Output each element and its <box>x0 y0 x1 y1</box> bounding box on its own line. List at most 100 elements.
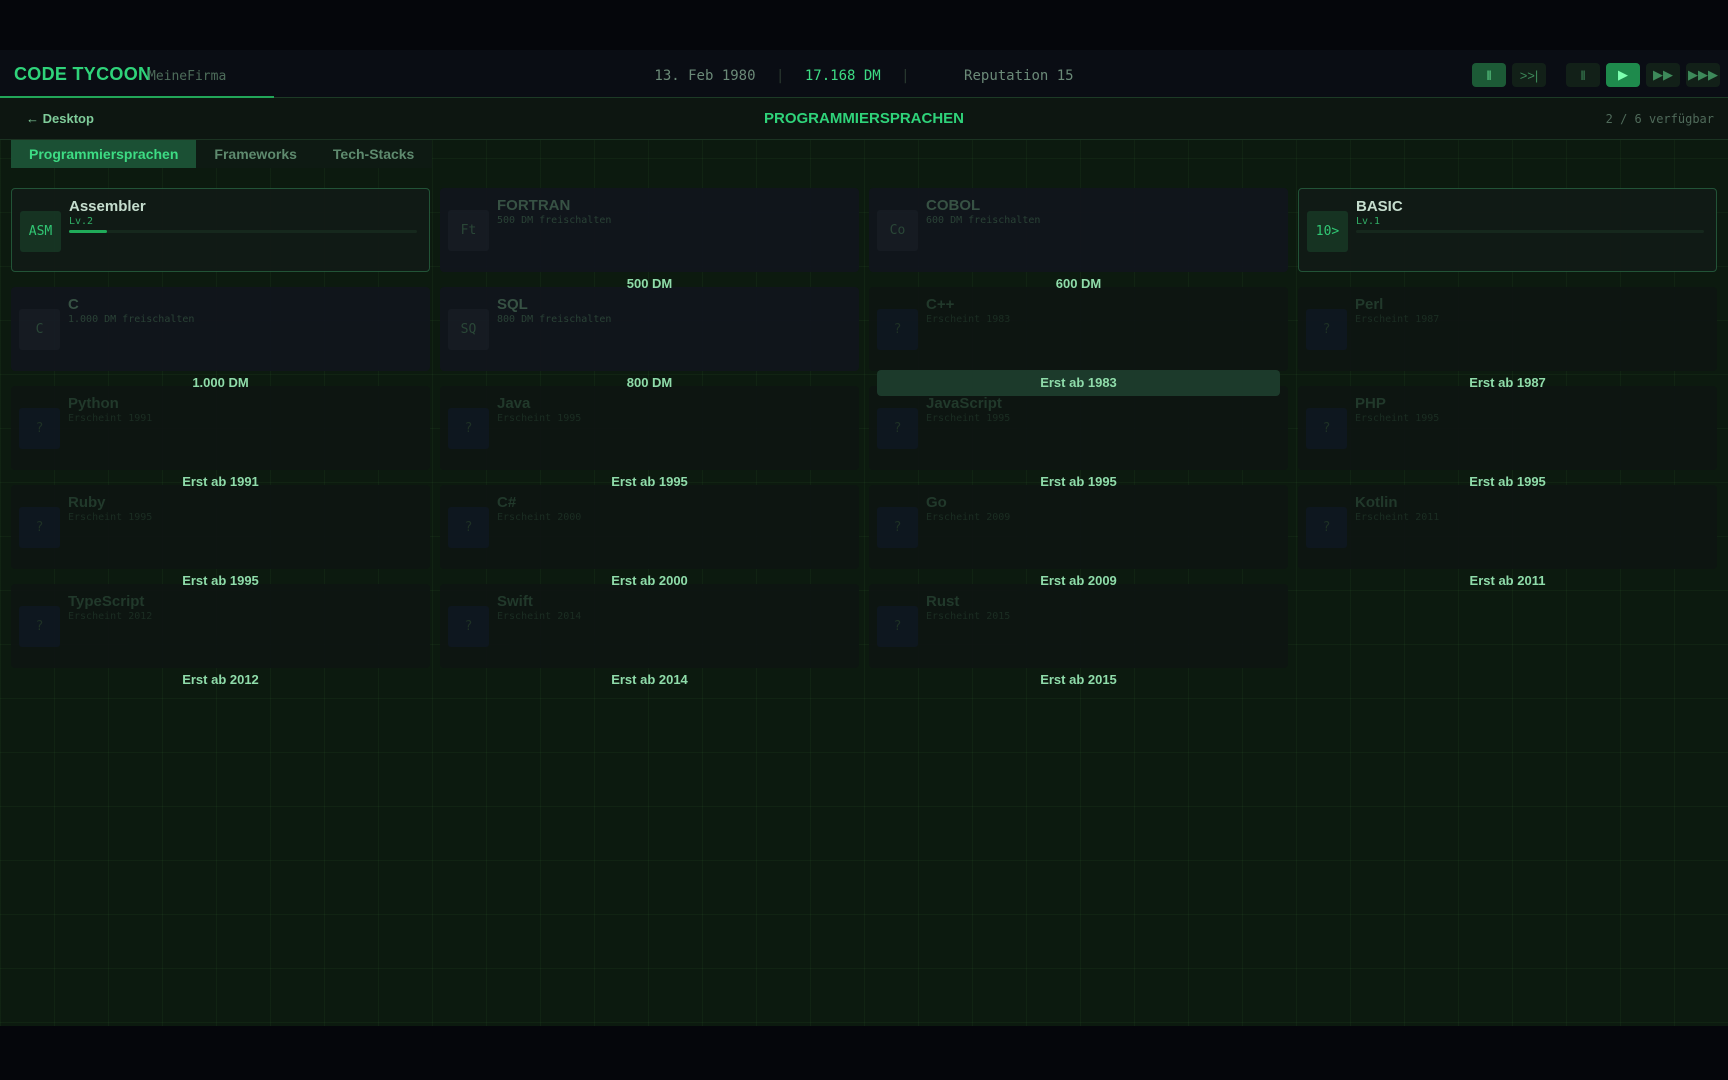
language-card-cell: ? Go Erscheint 2009 Erst ab 2009 <box>869 485 1288 588</box>
unlock-price-button[interactable]: 800 DM <box>626 375 673 390</box>
tab-tech-stacks[interactable]: Tech-Stacks <box>332 146 415 162</box>
availability-label: Erst ab 2014 <box>611 672 688 687</box>
language-status: Erscheint 1995 <box>926 413 1011 424</box>
language-card-cell: ? Swift Erscheint 2014 Erst ab 2014 <box>440 584 859 687</box>
language-card[interactable]: ? TypeScript Erscheint 2012 <box>11 584 430 668</box>
pause-button[interactable]: ‖ <box>1566 63 1600 87</box>
language-status: Erscheint 1995 <box>497 413 582 424</box>
language-card[interactable]: Ft FORTRAN 500 DM freischalten <box>440 188 859 272</box>
availability-label: Erst ab 1991 <box>182 474 259 489</box>
language-card[interactable]: ASM Assembler Lv.2 <box>11 188 430 272</box>
unlock-price-button[interactable]: 500 DM <box>626 276 673 291</box>
language-name: Rust <box>926 593 960 610</box>
game-logo: CODE TYCOON <box>14 64 152 84</box>
language-card[interactable]: ? Rust Erscheint 2015 <box>869 584 1288 668</box>
tab-programmiersprachen[interactable]: Programmiersprachen <box>11 140 197 168</box>
language-icon: ? <box>19 606 60 647</box>
language-status: Erscheint 2015 <box>926 611 1011 622</box>
language-name: C++ <box>926 296 955 313</box>
language-card[interactable]: ? Swift Erscheint 2014 <box>440 584 859 668</box>
language-status: Erscheint 1987 <box>1355 314 1440 325</box>
language-status: Lv.2 <box>69 216 94 227</box>
language-icon: 10> <box>1307 211 1348 252</box>
language-status: Erscheint 2012 <box>68 611 153 622</box>
language-card-cell: ? Kotlin Erscheint 2011 Erst ab 2011 <box>1298 485 1717 588</box>
language-card[interactable]: ? Perl Erscheint 1987 <box>1298 287 1717 371</box>
language-name: COBOL <box>926 197 981 214</box>
language-card-cell: ? Python Erscheint 1991 Erst ab 1991 <box>11 386 430 489</box>
unlock-price-button[interactable]: 1.000 DM <box>192 375 249 390</box>
language-card[interactable]: ? Go Erscheint 2009 <box>869 485 1288 569</box>
language-status: Erscheint 1991 <box>68 413 153 424</box>
separator: | <box>901 68 910 84</box>
language-card[interactable]: ? Java Erscheint 1995 <box>440 386 859 470</box>
language-icon: ? <box>1306 507 1347 548</box>
language-card[interactable]: ? C++ Erscheint 1983 <box>869 287 1288 371</box>
language-card-cell: Ft FORTRAN 500 DM freischalten 500 DM <box>440 188 859 291</box>
language-icon: C <box>19 309 60 350</box>
play-button[interactable]: ▶ <box>1606 63 1640 87</box>
fastest-forward-button[interactable]: ▶▶▶ <box>1686 63 1720 87</box>
availability-label: Erst ab 1995 <box>611 474 688 489</box>
availability-label: Erst ab 1995 <box>182 573 259 588</box>
language-card[interactable]: 10> BASIC Lv.1 <box>1298 188 1717 272</box>
language-card-cell: ? PHP Erscheint 1995 Erst ab 1995 <box>1298 386 1717 489</box>
pause-button[interactable]: ‖ <box>1472 63 1506 87</box>
language-card[interactable]: ? Python Erscheint 1991 <box>11 386 430 470</box>
skip-icon: >>| <box>1519 67 1539 83</box>
language-status: Erscheint 1995 <box>1355 413 1440 424</box>
language-name: Go <box>926 494 947 511</box>
language-card[interactable]: ? PHP Erscheint 1995 <box>1298 386 1717 470</box>
language-card-cell: ? JavaScript Erscheint 1995 Erst ab 1995 <box>869 386 1288 489</box>
language-status: Erscheint 2011 <box>1355 512 1440 523</box>
language-icon: ? <box>877 507 918 548</box>
language-icon: ? <box>19 507 60 548</box>
tab-frameworks[interactable]: Frameworks <box>214 146 297 162</box>
language-name: Perl <box>1355 296 1384 313</box>
language-card-cell: ? Rust Erscheint 2015 Erst ab 2015 <box>869 584 1288 687</box>
play-icon: ▶ <box>1618 67 1628 82</box>
language-grid: ASM Assembler Lv.2 Ft FORTRAN 500 DM freischa… <box>11 188 1717 687</box>
language-card[interactable]: ? Ruby Erscheint 1995 <box>11 485 430 569</box>
language-name: Kotlin <box>1355 494 1398 511</box>
language-icon: SQ <box>448 309 489 350</box>
header-accent-line <box>0 96 274 98</box>
language-name: Assembler <box>69 198 146 215</box>
money-display: 17.168 DM <box>804 68 881 84</box>
language-card[interactable]: ? JavaScript Erscheint 1995 <box>869 386 1288 470</box>
language-name: TypeScript <box>68 593 145 610</box>
language-name: C# <box>497 494 517 511</box>
language-status: 800 DM freischalten <box>497 314 612 325</box>
language-card[interactable]: SQ SQL 800 DM freischalten <box>440 287 859 371</box>
language-card-cell: ? C# Erscheint 2000 Erst ab 2000 <box>440 485 859 588</box>
language-status: 500 DM freischalten <box>497 215 612 226</box>
language-card-cell: C C 1.000 DM freischalten 1.000 DM <box>11 287 430 390</box>
language-status: Erscheint 1983 <box>926 314 1011 325</box>
language-icon: ? <box>1306 309 1347 350</box>
language-icon: ? <box>448 507 489 548</box>
language-card-cell: ? TypeScript Erscheint 2012 Erst ab 2012 <box>11 584 430 687</box>
availability-label: Erst ab 2015 <box>1040 672 1117 687</box>
language-icon: Ft <box>448 210 489 251</box>
unlock-price-button[interactable]: 600 DM <box>1055 276 1102 291</box>
status-bar: 13. Feb 1980 | 17.168 DM | Reputation 15 <box>0 68 1728 84</box>
available-count: 2 / 6 verfügbar <box>1605 112 1714 126</box>
fast-forward-icon: ▶▶ <box>1653 67 1673 82</box>
language-name: Swift <box>497 593 533 610</box>
language-icon: ? <box>19 408 60 449</box>
language-name: Ruby <box>68 494 106 511</box>
language-status: Lv.1 <box>1356 216 1381 227</box>
language-name: SQL <box>497 296 528 313</box>
language-icon: ASM <box>20 211 61 252</box>
language-card[interactable]: Co COBOL 600 DM freischalten <box>869 188 1288 272</box>
language-card[interactable]: ? Kotlin Erscheint 2011 <box>1298 485 1717 569</box>
fastest-forward-icon: ▶▶▶ <box>1688 67 1718 82</box>
language-card[interactable]: C C 1.000 DM freischalten <box>11 287 430 371</box>
language-card-cell: ? Java Erscheint 1995 Erst ab 1995 <box>440 386 859 489</box>
sub-header: ← Desktop PROGRAMMIERSPRACHEN 2 / 6 verf… <box>0 98 1728 140</box>
language-name: BASIC <box>1356 198 1403 215</box>
skip-button[interactable]: >>| <box>1512 63 1546 87</box>
fast-forward-button[interactable]: ▶▶ <box>1646 63 1680 87</box>
language-card[interactable]: ? C# Erscheint 2000 <box>440 485 859 569</box>
back-to-desktop-link[interactable]: ← Desktop <box>26 111 94 126</box>
